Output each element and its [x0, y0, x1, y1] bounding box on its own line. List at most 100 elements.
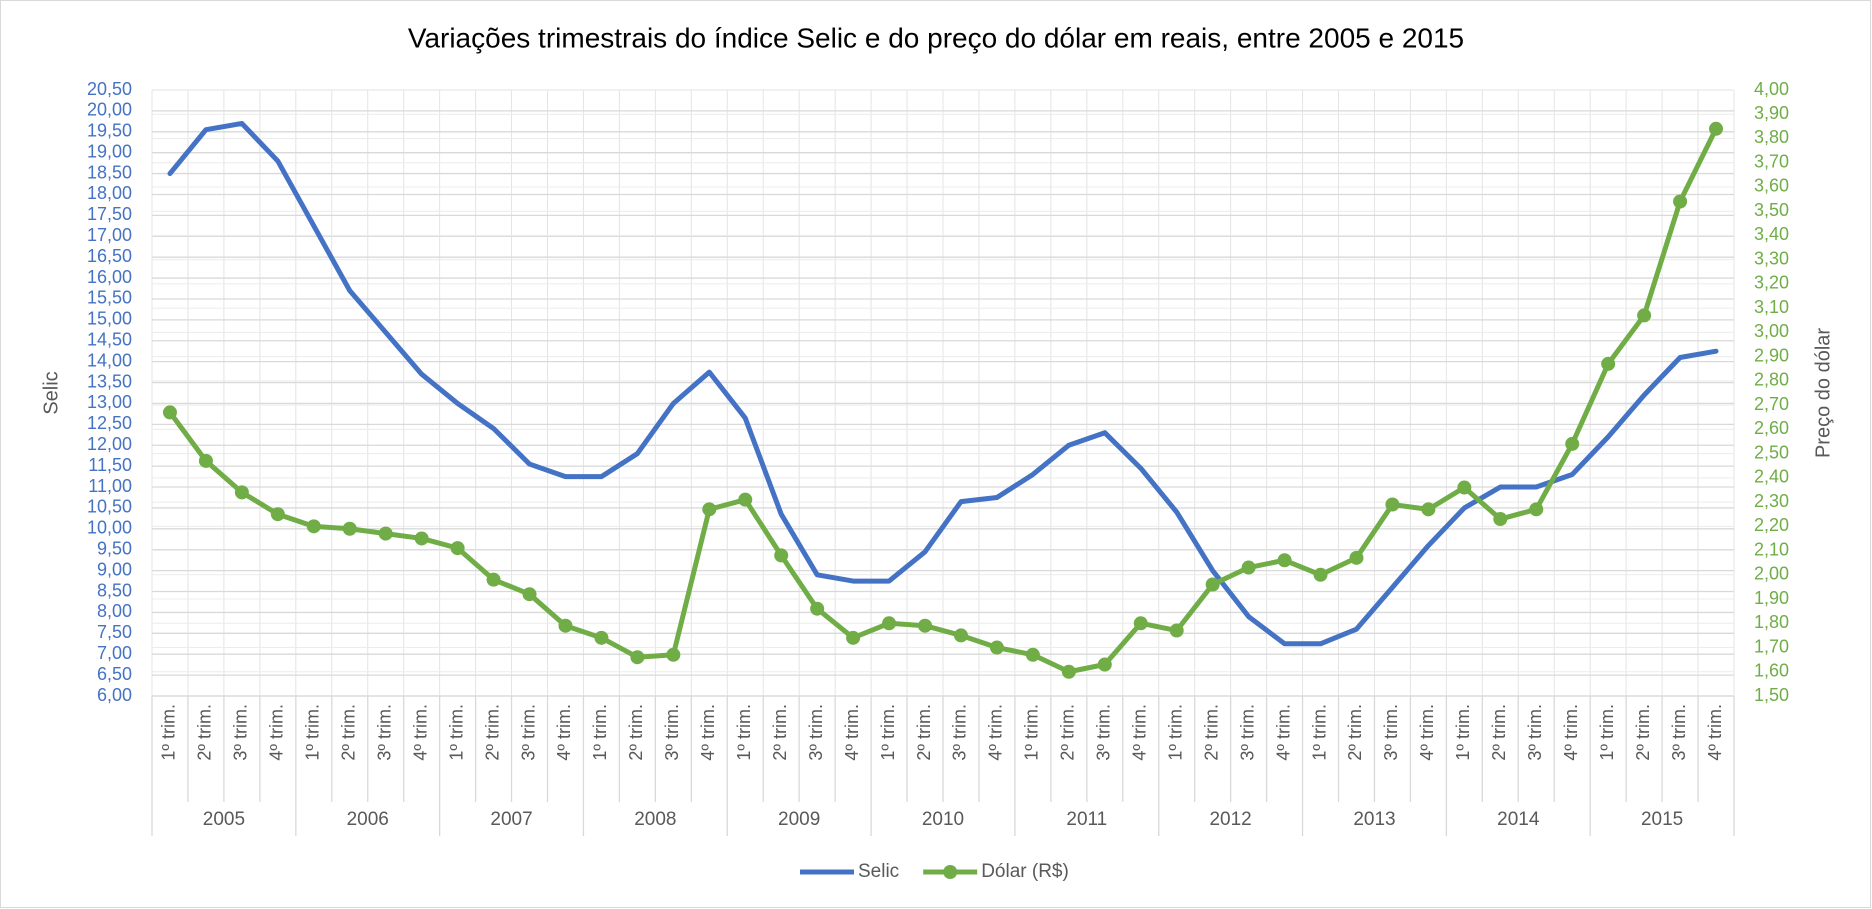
legend-marker [943, 865, 958, 879]
y2-tick-label: 3,20 [1754, 273, 1789, 293]
x-tick-label: 1º trim. [1165, 704, 1185, 761]
y2-tick-label: 2,10 [1754, 539, 1789, 559]
y2-tick-label: 2,00 [1754, 564, 1789, 584]
series-marker [1709, 121, 1724, 136]
x-tick-label: 2º trim. [770, 704, 790, 761]
y2-axis-title: Preço do dólar [1812, 328, 1834, 458]
x-tick-label: 2º trim. [482, 704, 502, 761]
y2-tick-label: 2,60 [1754, 418, 1789, 438]
x-tick-label: 3º trim. [806, 704, 826, 761]
series-marker [918, 618, 933, 633]
year-label: 2010 [922, 809, 964, 830]
series-marker [270, 507, 285, 522]
x-tick-label: 3º trim. [1669, 704, 1689, 761]
y2-tick-label: 3,40 [1754, 224, 1789, 244]
y-tick-label: 15,00 [87, 309, 132, 329]
year-label: 2008 [634, 809, 676, 830]
y-axis-title: Selic [40, 371, 62, 414]
series-marker [1673, 194, 1688, 209]
y-tick-label: 9,50 [97, 538, 132, 558]
y2-tick-label: 3,50 [1754, 200, 1789, 220]
x-tick-label: 2º trim. [1201, 704, 1221, 761]
y-tick-label: 17,00 [87, 225, 132, 245]
x-tick-label: 1º trim. [734, 704, 754, 761]
x-tick-label: 4º trim. [267, 704, 287, 761]
series-marker [522, 587, 537, 602]
series-marker [1097, 657, 1112, 672]
y-tick-label: 7,50 [97, 622, 132, 642]
y-tick-label: 15,50 [87, 288, 132, 308]
x-tick-label: 4º trim. [842, 704, 862, 761]
x-tick-label: 4º trim. [698, 704, 718, 761]
y2-tick-label: 1,70 [1754, 636, 1789, 656]
series-marker [558, 618, 573, 633]
y-tick-label: 16,50 [87, 246, 132, 266]
series-marker [162, 405, 177, 420]
series-marker [666, 647, 681, 662]
x-tick-label: 2º trim. [1633, 704, 1653, 761]
year-label: 2006 [347, 809, 389, 830]
series-marker [630, 650, 645, 665]
series-line [167, 120, 1719, 647]
series-marker [342, 521, 357, 536]
series-marker [1205, 577, 1220, 592]
series-marker [1277, 553, 1292, 568]
year-label: 2014 [1497, 809, 1540, 830]
y-tick-label: 14,00 [87, 350, 132, 370]
y2-tick-label: 3,80 [1754, 127, 1789, 147]
series-marker [450, 541, 465, 556]
year-label: 2009 [778, 809, 820, 830]
y2-tick-label: 2,50 [1754, 442, 1789, 462]
y-tick-label: 12,50 [87, 413, 132, 433]
y2-tick-label: 1,90 [1754, 588, 1789, 608]
x-tick-label: 4º trim. [1130, 704, 1150, 761]
series-marker [414, 531, 429, 546]
x-tick-label: 3º trim. [950, 704, 970, 761]
series-marker [1349, 550, 1364, 565]
x-tick-label: 2º trim. [626, 704, 646, 761]
series-marker [378, 526, 393, 541]
y-tick-label: 6,50 [97, 664, 132, 684]
y2-tick-label: 2,40 [1754, 467, 1789, 487]
x-tick-label: 1º trim. [1309, 704, 1329, 761]
x-tick-label: 3º trim. [1525, 704, 1545, 761]
year-label: 2007 [490, 809, 532, 830]
x-tick-label: 1º trim. [159, 704, 179, 761]
series-marker [1457, 480, 1472, 495]
series-marker [1601, 356, 1616, 371]
x-tick-label: 2º trim. [195, 704, 215, 761]
year-label: 2012 [1209, 809, 1251, 830]
series-marker [1061, 664, 1076, 679]
x-tick-label: 4º trim. [1561, 704, 1581, 761]
series-marker [1565, 436, 1580, 451]
y2-tick-label: 2,20 [1754, 515, 1789, 535]
series-marker [234, 485, 249, 500]
year-label: 2013 [1353, 809, 1395, 830]
series-marker [1169, 623, 1184, 638]
series-marker [989, 640, 1004, 655]
y-tick-label: 14,50 [87, 330, 132, 350]
series-marker [486, 572, 501, 587]
series-marker [953, 628, 968, 643]
x-tick-label: 2º trim. [1345, 704, 1365, 761]
x-tick-label: 4º trim. [1417, 704, 1437, 761]
series-marker [1133, 616, 1148, 631]
y-tick-label: 13,00 [87, 392, 132, 412]
x-tick-label: 1º trim. [446, 704, 466, 761]
x-tick-label: 4º trim. [554, 704, 574, 761]
year-label: 2005 [203, 809, 245, 830]
y2-tick-label: 3,60 [1754, 176, 1789, 196]
year-label: 2011 [1066, 809, 1107, 830]
series-marker [774, 548, 789, 563]
y-tick-label: 16,00 [87, 267, 132, 287]
series-marker [882, 616, 897, 631]
y-tick-label: 18,50 [87, 162, 132, 182]
y-tick-label: 6,00 [97, 685, 132, 705]
series-marker [1421, 502, 1436, 517]
x-tick-label: 4º trim. [986, 704, 1006, 761]
x-tick-label: 1º trim. [878, 704, 898, 761]
y-tick-label: 11,50 [88, 455, 132, 475]
y2-tick-label: 3,70 [1754, 151, 1789, 171]
y-tick-label: 19,00 [87, 141, 132, 161]
